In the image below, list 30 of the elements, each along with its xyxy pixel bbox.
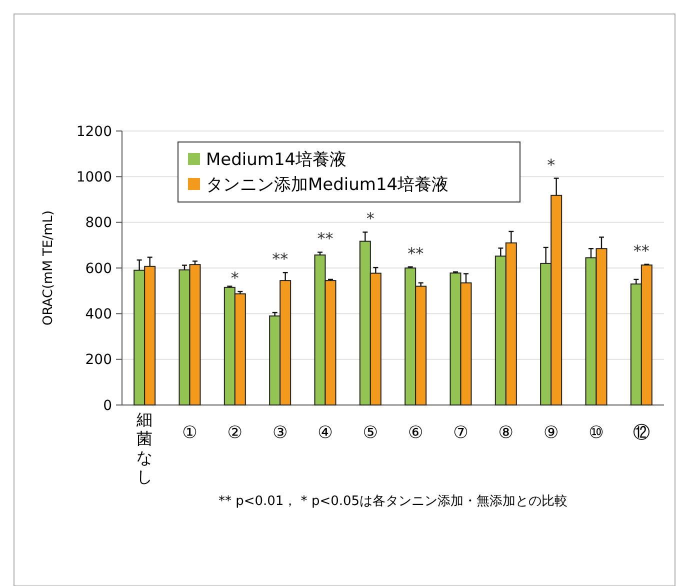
y-tick-label: 0 xyxy=(103,398,112,414)
x-tick-label: ⑨ xyxy=(543,423,559,443)
legend-label: Medium14培養液 xyxy=(206,150,347,170)
y-tick-label: 200 xyxy=(85,352,112,368)
x-tick-label: ⑦ xyxy=(453,423,468,443)
y-axis-title: ORAC(mM TE/mL) xyxy=(41,210,56,326)
x-tick-label: ⑥ xyxy=(408,423,424,443)
x-tick-label: ④ xyxy=(318,423,333,443)
x-tick-label: ② xyxy=(227,423,243,443)
x-tick-label: ① xyxy=(182,423,198,443)
x-tick-label: ⑩ xyxy=(588,423,604,443)
x-tick-label: ③ xyxy=(272,423,288,443)
x-tick-label: ⑧ xyxy=(498,423,514,443)
annotation: ** xyxy=(272,250,288,269)
annotation: ** xyxy=(408,244,424,263)
y-tick-label: 800 xyxy=(85,215,112,232)
y-tick-label: 1200 xyxy=(76,124,112,140)
annotation: * xyxy=(366,209,374,228)
annotation: ** xyxy=(633,241,650,260)
annotation: * xyxy=(230,268,239,288)
annotation: * xyxy=(547,155,556,174)
annotation: ** xyxy=(317,229,334,248)
text: ** p<0.01， * p<0.05は各タンニン添加・無添加との比較 xyxy=(218,494,568,509)
y-tick-label: 600 xyxy=(85,260,112,277)
y-tick-label: 400 xyxy=(85,306,112,323)
legend-label: タンニン添加Medium14培養液 xyxy=(206,174,449,195)
y-tick-label: 1000 xyxy=(76,170,112,186)
x-tick-label: ⑫ xyxy=(632,423,650,443)
x-tick-label: ⑤ xyxy=(362,423,378,443)
x-tick-label: 細菌なし xyxy=(136,410,153,486)
